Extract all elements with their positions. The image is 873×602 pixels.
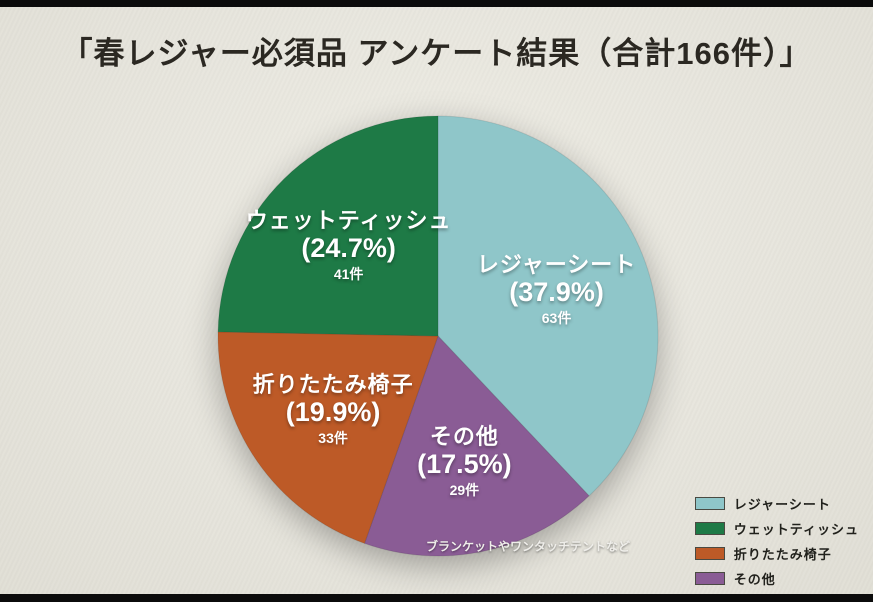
slice-count: 29件	[449, 481, 480, 498]
legend-color-swatch	[694, 572, 725, 585]
slice-percent: (24.7%)	[301, 233, 396, 263]
pie-slice-0	[437, 115, 659, 497]
legend-item: ウェットティッシュ	[694, 519, 859, 538]
top-letterbox-bar	[0, 0, 873, 7]
legend-label: ウェットティッシュ	[733, 522, 859, 537]
slice-percent: (19.9%)	[285, 396, 381, 427]
slice-percent: (17.5%)	[417, 448, 512, 479]
legend-item: その他	[694, 569, 859, 588]
legend-color-swatch	[694, 547, 725, 560]
legend-label: 折りたたみ椅子	[733, 547, 832, 562]
slice-count: 33件	[318, 429, 348, 446]
pie-slice-3	[217, 115, 439, 337]
legend-color-swatch	[694, 522, 725, 535]
legend: レジャーシートウェットティッシュ 折りたたみ椅子 その他	[694, 494, 859, 588]
slice-label-2: 折りたたみ椅子 (19.9%) 33件	[253, 371, 414, 445]
slice-name: レジャーシート	[476, 251, 637, 277]
slice-name: 折りたたみ椅子	[252, 371, 414, 397]
legend-label: その他	[733, 572, 776, 587]
slice-label-0: レジャーシート (37.9%) 63件	[477, 252, 636, 326]
bottom-letterbox-bar	[0, 594, 873, 602]
legend-item: 折りたたみ椅子	[694, 544, 859, 563]
slice-note: ブランケットやワンタッチテントなど	[425, 539, 631, 554]
legend-label: レジャーシート	[733, 497, 831, 512]
slice-label-3: ウェットティッシュ (24.7%) 41件	[246, 208, 452, 282]
chart-title: 「春レジャー必須品 アンケート結果（合計166件）」	[61, 36, 812, 71]
slice-name: ウェットティッシュ	[245, 207, 452, 233]
legend-color-swatch	[694, 497, 725, 510]
slice-count: 41件	[333, 266, 364, 283]
slice-name: その他	[429, 423, 499, 449]
slice-label-1: その他 (17.5%) 29件	[417, 424, 512, 498]
pie-area: レジャーシート (37.9%) 63件その他 (17.5%) 29件ブランケットやワンタ…	[198, 96, 678, 576]
slice-percent: (37.9%)	[509, 276, 604, 307]
pie-labels: レジャーシート (37.9%) 63件その他 (17.5%) 29件ブランケットやワンタ…	[198, 96, 678, 576]
legend-item: レジャーシート	[694, 494, 859, 513]
pie-chart	[217, 115, 659, 557]
pie-slice-1	[363, 335, 590, 557]
pie-slice-2	[217, 331, 439, 544]
slice-count: 63件	[541, 309, 572, 326]
